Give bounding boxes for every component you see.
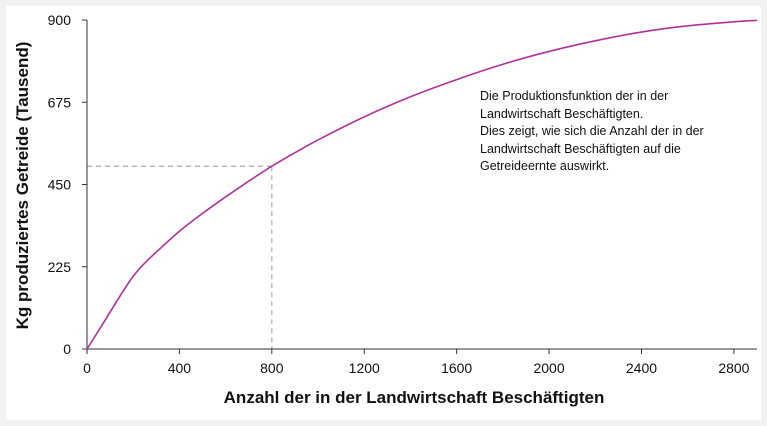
annotation-line: Die Produktionsfunktion der in der <box>480 89 669 103</box>
x-tick-label: 2400 <box>626 360 657 376</box>
x-tick-label: 2800 <box>718 360 749 376</box>
annotation-text: Die Produktionsfunktion der in der Landw… <box>480 88 740 176</box>
x-tick-label: 0 <box>83 360 91 376</box>
x-tick-label: 2000 <box>533 360 564 376</box>
x-axis-title: Anzahl der in der Landwirtschaft Beschäf… <box>224 388 605 407</box>
series-group <box>86 19 758 350</box>
annotation-line: Getreideernte auswirkt. <box>480 159 610 173</box>
chart-panel <box>6 6 761 420</box>
x-tick-label: 1600 <box>441 360 472 376</box>
annotation-line: Dies zeigt, wie sich die Anzahl der in d… <box>480 124 704 138</box>
y-axis-title: Kg produziertes Getreide (Tausend) <box>13 42 32 330</box>
x-tick-label: 400 <box>168 360 192 376</box>
x-tick-label: 1200 <box>349 360 380 376</box>
y-tick-label: 225 <box>48 259 72 275</box>
axes <box>82 19 757 354</box>
y-tick-label: 450 <box>48 177 72 193</box>
y-tick-label: 900 <box>48 12 72 28</box>
x-tick-labels: 0 400 800 1200 1600 2000 2400 2800 <box>83 360 750 376</box>
y-tick-label: 675 <box>48 94 72 110</box>
x-tick-label: 800 <box>260 360 284 376</box>
y-tick-label: 0 <box>63 341 71 357</box>
production-curve <box>86 19 758 350</box>
reference-lines <box>87 165 273 349</box>
annotation-line: Landwirtschaft Beschäftigten. <box>480 106 644 121</box>
annotation-line: Landwirtschaft Beschäftigten auf die <box>480 141 681 156</box>
y-tick-labels: 0 225 450 675 900 <box>48 12 72 357</box>
